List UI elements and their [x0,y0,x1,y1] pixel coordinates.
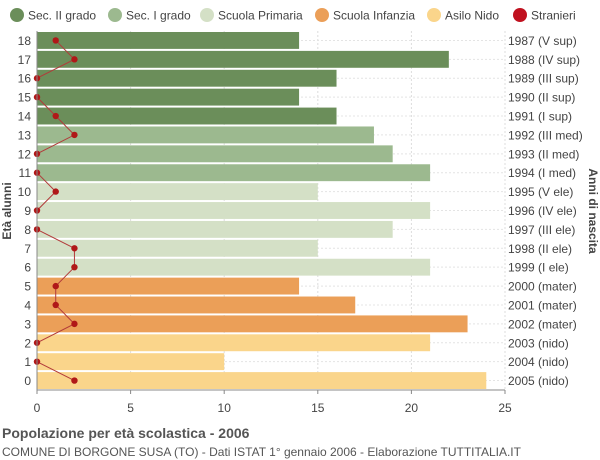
legend: Sec. II grado Sec. I grado Scuola Primaria… [10,8,576,23]
x-tick-label: 25 [498,401,512,415]
stranieri-point-age-3 [71,320,78,328]
y-tick-label-age: 18 [18,34,32,48]
y-tick-label-age: 17 [18,53,32,67]
legend-label: Scuola Infanzia [333,9,415,23]
stranieri-point-age-17 [71,56,78,63]
stranieri-point-age-14 [52,112,59,120]
bar-age-18 [37,32,300,49]
legend-swatch [513,8,527,22]
y-tick-label-year: 1992 (III med) [508,128,583,142]
legend-label: Asilo Nido [445,9,499,23]
chart: Sec. II grado Sec. I grado Scuola Primaria… [0,8,600,415]
y-tick-label-year: 1998 (II ele) [508,242,572,256]
y-tick-label-age: 12 [18,147,32,161]
bars [37,32,487,389]
legend-label: Sec. I grado [126,9,191,23]
legend-swatch [200,8,214,22]
y-tick-label-age: 4 [24,298,31,312]
stranieri-point-age-4 [52,301,59,309]
chart-title: Popolazione per età scolastica - 2006 [2,425,250,441]
stranieri-point-age-13 [71,131,78,139]
y-tick-label-year: 2004 (nido) [508,355,569,369]
y-tick-label-year: 2002 (mater) [508,317,577,331]
y-tick-label-age: 13 [18,128,32,142]
y-tick-label-year: 2005 (nido) [508,374,569,388]
bar-age-9 [37,202,431,219]
stranieri-point-age-7 [71,245,78,252]
bar-age-0 [37,372,487,389]
legend-swatch [10,8,24,22]
x-tick-label: 5 [127,401,134,415]
y-tick-label-age: 7 [24,242,31,256]
bar-age-1 [37,353,225,371]
bar-age-12 [37,145,393,163]
y-tick-label-year: 1987 (V sup) [508,34,577,48]
y-tick-label-age: 11 [19,166,32,180]
y-tick-label-age: 8 [24,223,31,237]
stranieri-point-age-6 [71,263,78,271]
bar-age-13 [37,126,374,144]
y-tick-label-age: 14 [18,110,32,124]
legend-label: Scuola Primaria [218,9,303,23]
y-tick-label-age: 16 [18,72,32,86]
bar-age-7 [37,239,318,257]
y-tick-label-year: 2001 (mater) [508,298,577,312]
y-axis-right-label: Anni di nascita [586,168,600,254]
legend-swatch [427,8,441,22]
y-tick-label-year: 2003 (nido) [508,336,569,350]
y-tick-label-age: 10 [18,185,32,199]
legend-swatch [315,8,329,22]
y-tick-label-year: 2000 (mater) [508,280,577,294]
bar-age-15 [37,88,300,106]
bar-age-6 [37,258,431,276]
stranieri-point-age-10 [52,188,59,195]
legend-label: Stranieri [531,9,576,23]
bar-age-3 [37,315,468,333]
bar-age-4 [37,296,356,314]
y-tick-label-year: 1997 (III ele) [508,223,575,237]
chart-subtitle: COMUNE DI BORGONE SUSA (TO) - Dati ISTAT… [2,445,521,459]
y-tick-label-year: 1993 (II med) [508,147,579,161]
bar-age-2 [37,334,431,352]
legend-label: Sec. II grado [28,9,96,23]
stranieri-point-age-5 [52,282,59,290]
y-tick-label-age: 9 [24,204,31,218]
y-tick-label-age: 6 [24,261,31,275]
y-axis-label: Età alunni [0,182,14,239]
stranieri-point-age-18 [52,37,59,44]
bar-age-8 [37,220,393,238]
y-tick-label-year: 1991 (I sup) [508,110,572,124]
y-tick-label-age: 0 [24,374,31,388]
y-tick-label-age: 2 [24,336,31,350]
legend-swatch [108,8,122,22]
stranieri-point-age-0 [71,377,78,384]
y-tick-label-year: 1996 (IV ele) [508,204,577,218]
bar-age-10 [37,183,318,201]
y-tick-label-year: 1988 (IV sup) [508,53,580,67]
x-tick-label: 0 [34,401,41,415]
x-tick-label: 15 [311,401,325,415]
bar-age-5 [37,277,300,295]
x-tick-label: 10 [218,401,232,415]
bar-age-17 [37,50,449,68]
y-tick-label-age: 15 [18,91,32,105]
y-tick-label-age: 1 [24,355,31,369]
bar-age-16 [37,69,337,87]
y-tick-label-age: 5 [24,280,31,294]
y-tick-label-year: 1999 (I ele) [508,261,569,275]
y-tick-label-year: 1995 (V ele) [508,185,573,199]
x-tick-label: 20 [405,401,419,415]
y-tick-label-year: 1994 (I med) [508,166,576,180]
bar-age-11 [37,164,431,182]
bar-age-14 [37,107,337,125]
y-tick-label-year: 1990 (II sup) [508,91,575,105]
y-tick-label-year: 1989 (III sup) [508,72,579,86]
y-tick-label-age: 3 [24,317,31,331]
